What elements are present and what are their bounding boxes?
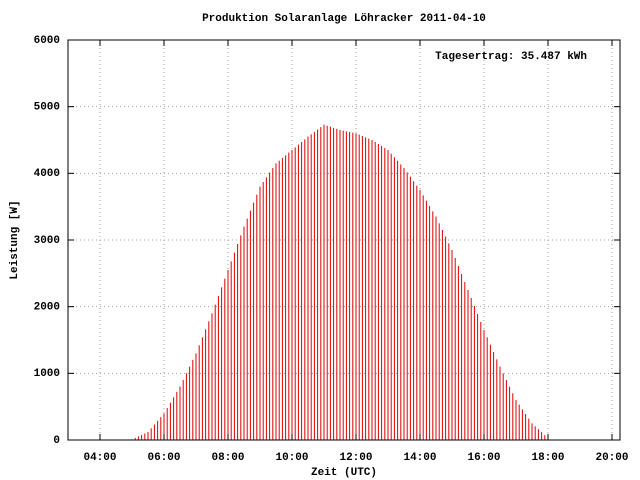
chart-title: Produktion Solaranlage Löhracker 2011-04…	[202, 13, 486, 25]
x-axis-label: Zeit (UTC)	[311, 467, 377, 479]
x-tick-label: 12:00	[339, 452, 372, 464]
y-tick-label: 6000	[34, 35, 60, 47]
x-tick-label: 14:00	[403, 452, 436, 464]
y-tick-label: 0	[53, 435, 60, 447]
y-tick-label: 4000	[34, 168, 60, 180]
plot-area	[68, 39, 620, 441]
y-axis-label: Leistung [W]	[9, 200, 21, 279]
x-tick-label: 16:00	[467, 452, 500, 464]
x-tick-label: 10:00	[275, 452, 308, 464]
x-tick-label: 20:00	[595, 452, 628, 464]
x-tick-label: 04:00	[83, 452, 116, 464]
y-tick-label: 1000	[34, 368, 60, 380]
x-tick-label: 06:00	[147, 452, 180, 464]
y-tick-label: 5000	[34, 102, 60, 114]
x-tick-label: 08:00	[211, 452, 244, 464]
y-tick-label: 2000	[34, 302, 60, 314]
annotation: Tagesertrag: 35.487 kWh	[435, 51, 587, 63]
x-tick-label: 18:00	[531, 452, 564, 464]
y-tick-label: 3000	[34, 235, 60, 247]
